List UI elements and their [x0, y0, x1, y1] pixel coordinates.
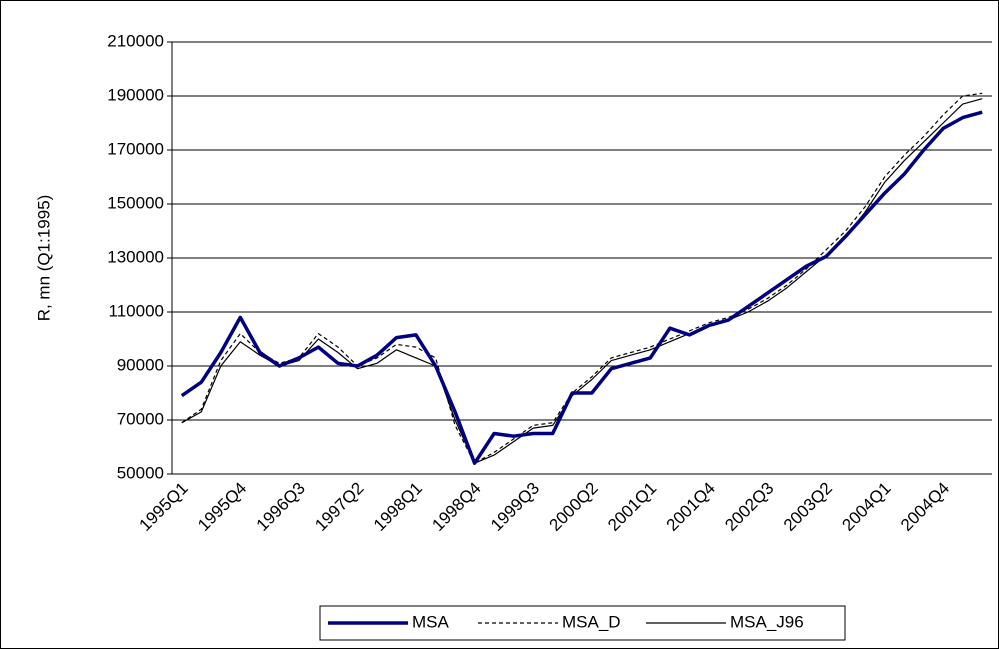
- legend-label: MSA_D: [562, 612, 621, 631]
- y-tick-label: 110000: [109, 301, 164, 320]
- legend-label: MSA: [412, 612, 450, 631]
- y-tick-label: 210000: [107, 31, 164, 50]
- legend-label: MSA_J96: [730, 612, 804, 631]
- y-tick-label: 190000: [107, 85, 164, 104]
- y-tick-label: 170000: [107, 139, 164, 158]
- y-axis-label: R, mn (Q1:1995): [34, 195, 53, 322]
- y-tick-label: 130000: [107, 247, 164, 266]
- series-line: [180, 110, 983, 465]
- y-tick-label: 50000: [117, 463, 164, 482]
- y-tick-label: 150000: [107, 193, 164, 212]
- y-tick-label: 70000: [117, 409, 164, 428]
- y-tick-label: 90000: [117, 355, 164, 374]
- series-line: [181, 92, 983, 464]
